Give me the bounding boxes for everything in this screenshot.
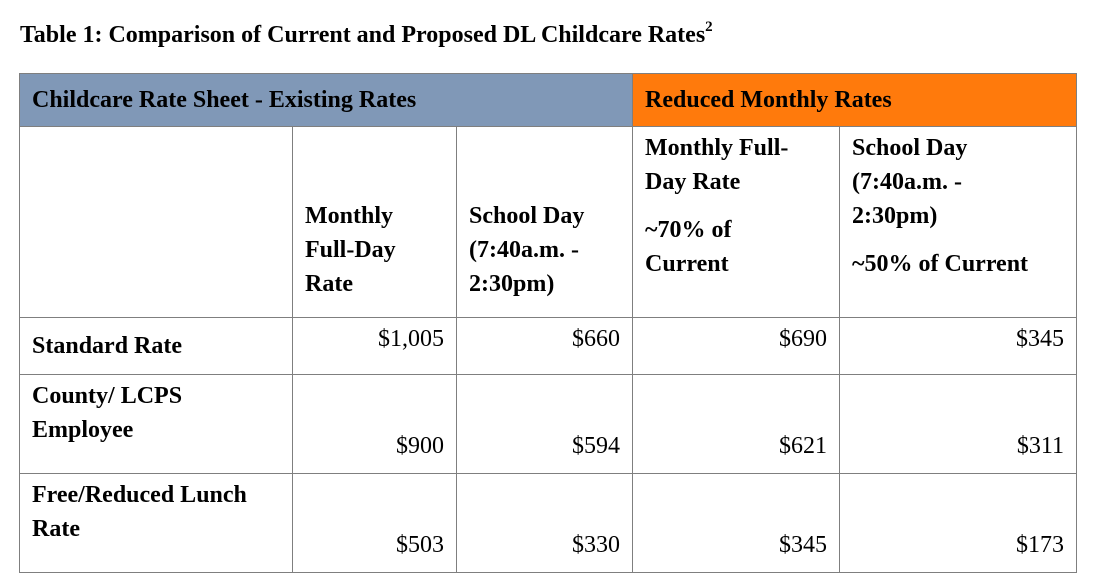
table-caption: Table 1: Comparison of Current and Propo… xyxy=(20,19,713,49)
cell-value: $345 xyxy=(632,473,841,573)
cell-value: $1,005 xyxy=(292,317,457,375)
header-line: ~50% of Current xyxy=(852,251,1029,277)
cell-value: $690 xyxy=(632,317,841,375)
childcare-rates-table: Childcare Rate Sheet - Existing Rates Re… xyxy=(18,73,1078,573)
header-gap xyxy=(852,233,1064,247)
row-label-line: Free/Reduced Lunch xyxy=(32,482,247,508)
group-header-row: Childcare Rate Sheet - Existing Rates Re… xyxy=(18,73,1078,127)
header-line: School Day xyxy=(852,135,968,161)
reduced-full-day-header: Monthly Full- Day Rate ~70% of Current xyxy=(632,126,841,318)
cell-value: $345 xyxy=(839,317,1078,375)
header-line: Monthly xyxy=(305,203,394,229)
reduced-rates-header: Reduced Monthly Rates xyxy=(632,73,1078,127)
table-row: County/ LCPS Employee $900 $594 $621 $31… xyxy=(19,374,1078,474)
header-line: Full-Day xyxy=(305,237,396,263)
caption-text: Table 1: Comparison of Current and Propo… xyxy=(20,22,706,48)
header-line: Rate xyxy=(305,271,353,297)
header-line: School Day xyxy=(469,203,585,229)
header-line: Day Rate xyxy=(645,169,741,195)
column-header-row: Monthly Full-Day Rate School Day (7:40a.… xyxy=(19,126,1078,318)
existing-rates-header: Childcare Rate Sheet - Existing Rates xyxy=(18,73,634,127)
cell-value: $173 xyxy=(839,473,1078,573)
header-line: Current xyxy=(645,251,729,277)
cell-value: $311 xyxy=(839,374,1078,474)
caption-footnote: 2 xyxy=(705,19,713,35)
row-label: Standard Rate xyxy=(19,317,293,375)
row-label-line: Rate xyxy=(32,516,80,542)
header-line: 2:30pm) xyxy=(852,203,938,229)
cell-value: $900 xyxy=(292,374,457,474)
cell-value: $621 xyxy=(632,374,841,474)
header-line: ~70% of xyxy=(645,217,732,243)
cell-value: $503 xyxy=(292,473,457,573)
header-line: (7:40a.m. - xyxy=(852,169,962,195)
table-row: Free/Reduced Lunch Rate $503 $330 $345 $… xyxy=(19,473,1078,573)
row-label-line: County/ LCPS xyxy=(32,383,183,409)
header-line: (7:40a.m. - xyxy=(469,237,579,263)
header-line: 2:30pm) xyxy=(469,271,555,297)
cell-value: $594 xyxy=(455,374,634,474)
header-gap xyxy=(645,199,827,213)
cell-value: $660 xyxy=(455,317,634,375)
existing-school-day-header: School Day (7:40a.m. - 2:30pm) xyxy=(455,126,634,318)
row-label: Free/Reduced Lunch Rate xyxy=(19,473,293,573)
empty-header-cell xyxy=(19,126,293,318)
table-row: Standard Rate $1,005 $660 $690 $345 xyxy=(19,317,1078,375)
cell-value: $330 xyxy=(455,473,634,573)
header-line: Monthly Full- xyxy=(645,135,789,161)
reduced-school-day-header: School Day (7:40a.m. - 2:30pm) ~50% of C… xyxy=(839,126,1078,318)
existing-full-day-header: Monthly Full-Day Rate xyxy=(292,126,457,318)
row-label: County/ LCPS Employee xyxy=(19,374,293,474)
row-label-line: Employee xyxy=(32,417,134,443)
